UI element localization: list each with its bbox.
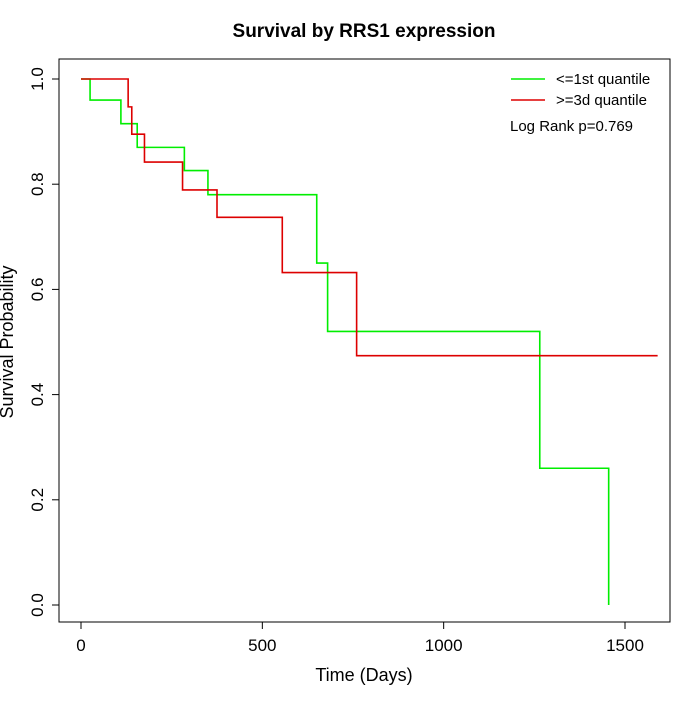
y-axis: 0.0 0.2 0.4 0.6 0.8 1.0 [28, 67, 60, 617]
plot-frame [58, 58, 671, 623]
series-layer [81, 78, 658, 605]
series-line-low [81, 78, 610, 605]
log-rank-annotation: Log Rank p=0.769 [510, 118, 633, 135]
x-tick-label: 1500 [606, 636, 644, 655]
x-tick-label: 0 [76, 636, 85, 655]
y-tick-label: 0.8 [28, 172, 47, 196]
y-tick-label: 0.6 [28, 278, 47, 302]
x-axis: 0 500 1000 1500 [76, 621, 644, 655]
y-tick-label: 1.0 [28, 67, 47, 91]
x-tick-label: 500 [248, 636, 276, 655]
y-tick-label: 0.0 [28, 593, 47, 617]
y-tick-label: 0.2 [28, 488, 47, 512]
y-tick-label: 0.4 [28, 383, 47, 407]
x-tick-label: 1000 [425, 636, 463, 655]
legend-label-high: >=3d quantile [556, 92, 647, 109]
series-line-high [81, 78, 658, 357]
chart-title: Survival by RRS1 expression [233, 21, 496, 42]
x-axis-label: Time (Days) [315, 665, 412, 685]
legend: <=1st quantile >=3d quantile [511, 71, 650, 109]
legend-label-low: <=1st quantile [556, 71, 650, 88]
y-axis-label: Survival Probability [0, 265, 17, 418]
